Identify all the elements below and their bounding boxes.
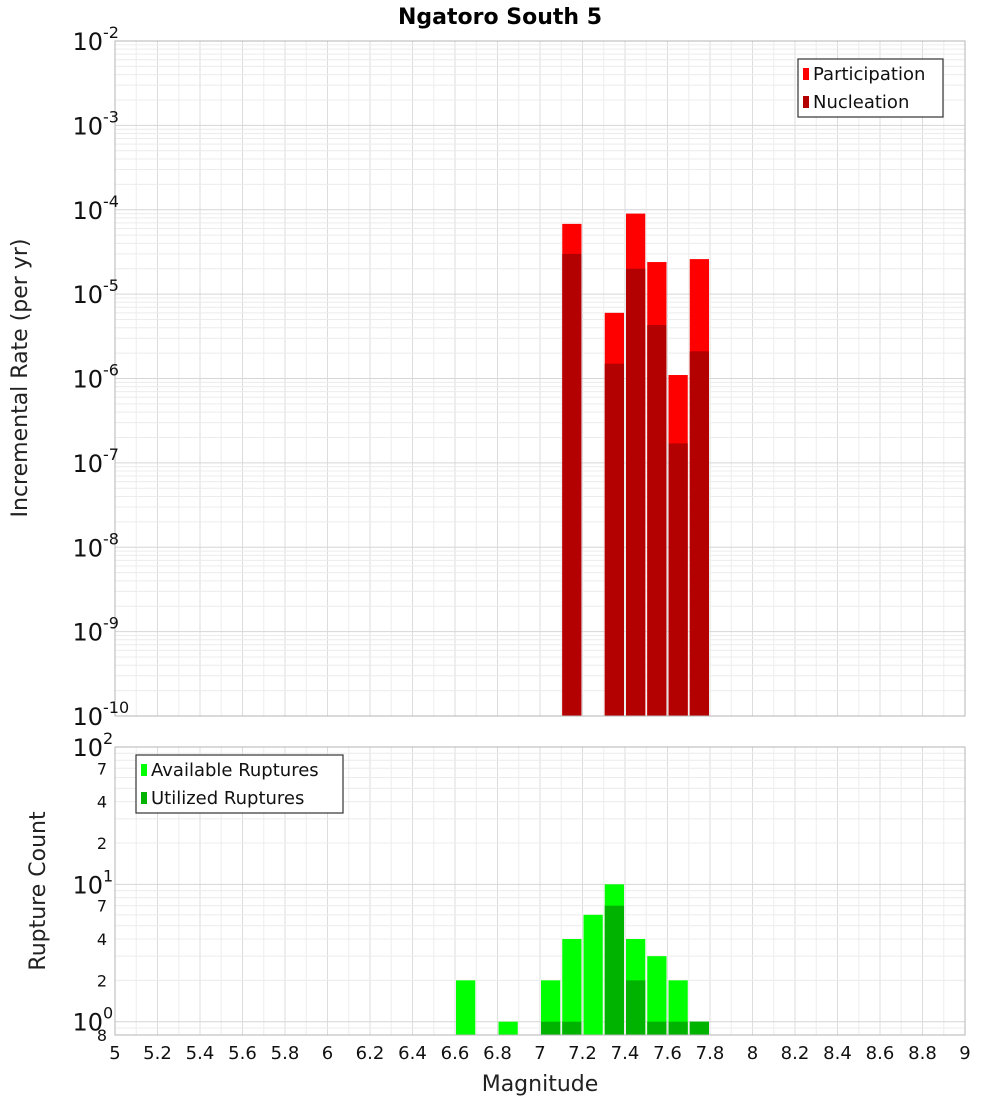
y-tick-label-1-10: 10 bbox=[72, 871, 103, 899]
y-tick-label-0-1em8: 10 bbox=[72, 534, 103, 562]
legend-box-1 bbox=[135, 754, 344, 814]
bar-utilized-ruptures-m7p55 bbox=[647, 1021, 667, 1035]
legend-swatch-utilized-ruptures bbox=[141, 792, 147, 804]
y-tick-exponent-1-10: 1 bbox=[103, 866, 113, 885]
legend-label-participation: Participation bbox=[813, 64, 925, 85]
x-tick-label-5p8: 5.8 bbox=[271, 1043, 300, 1064]
plot-border-1 bbox=[114, 746, 966, 1036]
y-tick-label-0-0p00001: 10 bbox=[72, 281, 103, 309]
bar-available-ruptures-m7p65 bbox=[668, 980, 688, 1035]
bar-nucleation-m7p75 bbox=[689, 351, 709, 716]
bar-utilized-ruptures-m7p15 bbox=[562, 1021, 582, 1035]
x-tick-label-7p8: 7.8 bbox=[696, 1043, 725, 1064]
plot-border-0 bbox=[114, 40, 966, 717]
x-tick-label-8p6: 8.6 bbox=[866, 1043, 895, 1064]
y-tick-label-0-0p001: 10 bbox=[72, 112, 103, 140]
legend-label-utilized-ruptures: Utilized Ruptures bbox=[151, 788, 304, 809]
x-tick-label-5p4: 5.4 bbox=[186, 1043, 215, 1064]
y-tick-exponent-0-0p000001: -6 bbox=[103, 361, 119, 380]
y-tick-label-1-70: 7 bbox=[97, 759, 107, 778]
y-tick-exponent-0-0p01: -2 bbox=[103, 23, 119, 42]
y-tick-exponent-0-1em9: -9 bbox=[103, 614, 119, 633]
bar-utilized-ruptures-m7p75 bbox=[689, 1021, 709, 1035]
bar-utilized-ruptures-m7p65 bbox=[668, 1021, 688, 1035]
x-tick-label-6p4: 6.4 bbox=[398, 1043, 427, 1064]
y-tick-exponent-0-0p00001: -5 bbox=[103, 276, 119, 295]
y-tick-exponent-0-1em7: -7 bbox=[103, 445, 119, 464]
bar-nucleation-m7p65 bbox=[668, 443, 688, 716]
y-tick-exponent-0-1em8: -8 bbox=[103, 529, 119, 548]
y-tick-label-1-40: 4 bbox=[97, 793, 107, 812]
bar-available-ruptures-m6p65 bbox=[456, 980, 476, 1035]
x-tick-label-6p2: 6.2 bbox=[356, 1043, 385, 1064]
legend-swatch-nucleation bbox=[803, 96, 809, 108]
bar-available-ruptures-m6p85 bbox=[498, 1021, 518, 1035]
y-tick-label-1-100: 10 bbox=[72, 734, 103, 762]
rate-y-axis-label: Incremental Rate (per yr) bbox=[8, 239, 33, 518]
bar-available-ruptures-m7p55 bbox=[647, 956, 667, 1035]
bar-utilized-ruptures-m7p05 bbox=[541, 1021, 561, 1035]
y-tick-label-0-1em9: 10 bbox=[72, 619, 103, 647]
y-tick-label-1-2: 2 bbox=[97, 971, 107, 990]
x-tick-label-5p2: 5.2 bbox=[143, 1043, 172, 1064]
y-tick-label-1-20: 2 bbox=[97, 834, 107, 853]
x-tick-label-8p4: 8.4 bbox=[823, 1043, 852, 1064]
legend-1: Available Ruptures Utilized Ruptures bbox=[135, 754, 344, 814]
legend-0: Participation Nucleation bbox=[797, 58, 944, 118]
y-tick-exponent-1-100: 2 bbox=[103, 729, 113, 748]
y-tick-exponent-0-0p0001: -4 bbox=[103, 192, 119, 211]
x-tick-label-8p8: 8.8 bbox=[908, 1043, 937, 1064]
y-tick-exponent-0-0p001: -3 bbox=[103, 107, 119, 126]
legend-box-0 bbox=[797, 58, 944, 118]
y-tick-label-1-0p8: 8 bbox=[97, 1026, 107, 1045]
legend-swatch-participation bbox=[803, 68, 809, 80]
chart-title: Ngatoro South 5 bbox=[398, 5, 602, 30]
rate-plot-panel: 10-210-310-410-510-610-710-810-910 -10Par… bbox=[72, 23, 966, 731]
x-tick-label-7p2: 7.2 bbox=[568, 1043, 597, 1064]
legend-label-nucleation: Nucleation bbox=[813, 92, 909, 113]
x-tick-label-5p6: 5.6 bbox=[228, 1043, 257, 1064]
y-tick-label-1-4: 4 bbox=[97, 930, 107, 949]
y-tick-exponent-1-1: 0 bbox=[103, 1004, 113, 1023]
bar-available-ruptures-m7p05 bbox=[541, 980, 561, 1035]
legend-swatch-available-ruptures bbox=[141, 764, 147, 776]
x-tick-label-6p6: 6.6 bbox=[441, 1043, 470, 1064]
y-tick-label-0-0p01: 10 bbox=[72, 28, 103, 56]
count-y-axis-label: Rupture Count bbox=[26, 811, 51, 971]
bar-available-ruptures-m7p15 bbox=[562, 939, 582, 1035]
y-tick-label-1-1: 10 bbox=[72, 1009, 103, 1037]
y-tick-exponent-0-1em10: -10 bbox=[103, 698, 129, 717]
x-tick-label-8p2: 8.2 bbox=[781, 1043, 810, 1064]
x-tick-label-5: 5 bbox=[109, 1043, 120, 1064]
x-tick-label-8: 8 bbox=[747, 1043, 758, 1064]
y-tick-label-0-1em7: 10 bbox=[72, 450, 103, 478]
bar-utilized-ruptures-m7p35 bbox=[604, 905, 624, 1035]
bar-available-ruptures-m7p25 bbox=[583, 914, 603, 1035]
x-tick-label-6p8: 6.8 bbox=[483, 1043, 512, 1064]
x-tick-label-7: 7 bbox=[534, 1043, 545, 1064]
y-tick-label-0-0p0001: 10 bbox=[72, 197, 103, 225]
x-tick-label-7p6: 7.6 bbox=[653, 1043, 682, 1064]
bar-nucleation-m7p35 bbox=[604, 363, 624, 716]
x-tick-label-7p4: 7.4 bbox=[611, 1043, 640, 1064]
bar-nucleation-m7p55 bbox=[647, 325, 667, 716]
legend-label-available-ruptures: Available Ruptures bbox=[151, 760, 319, 781]
x-tick-label-9: 9 bbox=[959, 1043, 970, 1064]
y-tick-label-1-7: 7 bbox=[97, 897, 107, 916]
y-tick-label-0-0p000001: 10 bbox=[72, 366, 103, 394]
x-tick-label-6: 6 bbox=[322, 1043, 333, 1064]
bar-nucleation-m7p45 bbox=[626, 268, 646, 716]
bar-nucleation-m7p15 bbox=[562, 253, 582, 716]
y-tick-label-0-1em10: 10 bbox=[72, 703, 103, 731]
x-axis-label: Magnitude bbox=[482, 1072, 599, 1097]
bar-utilized-ruptures-m7p45 bbox=[626, 980, 646, 1035]
